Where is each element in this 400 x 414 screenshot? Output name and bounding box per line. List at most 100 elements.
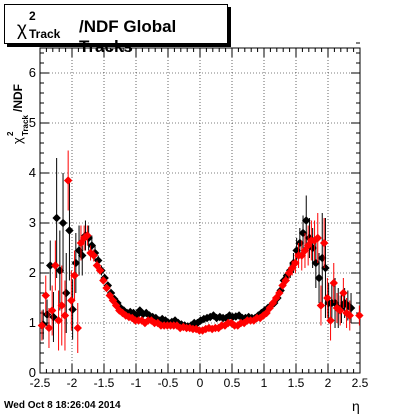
- x-tick-label: 2.5: [352, 376, 369, 390]
- data-point: [135, 306, 145, 315]
- y-tick-label: 1: [29, 315, 36, 330]
- y-tick-label: 6: [29, 65, 36, 80]
- data-point: [67, 296, 76, 305]
- data-point: [314, 273, 324, 283]
- x-tick-label: 1.5: [288, 376, 305, 390]
- data-point: [58, 218, 68, 228]
- title-subscript: Track: [29, 27, 61, 41]
- data-point: [339, 288, 348, 298]
- y-tick-label: 2: [29, 265, 36, 280]
- data-point: [302, 216, 311, 225]
- data-point: [193, 318, 202, 328]
- data-point: [321, 263, 330, 273]
- data-point: [310, 236, 319, 245]
- data-point: [60, 311, 70, 320]
- y-tick-label: 4: [29, 165, 36, 180]
- timestamp: Wed Oct 8 18:26:04 2014: [4, 400, 121, 411]
- data-point: [145, 311, 154, 320]
- x-tick-label: -1: [131, 376, 142, 390]
- data-point: [55, 266, 65, 275]
- y-axis-label: χ 2 Track /NDF: [6, 84, 30, 144]
- data-point: [316, 301, 326, 310]
- data-point: [78, 251, 87, 260]
- ylabel-superscript: 2: [6, 131, 15, 136]
- data-point: [83, 231, 92, 240]
- data-point: [70, 271, 79, 280]
- data-point: [86, 248, 95, 258]
- ylabel-chi: χ: [10, 137, 25, 144]
- data-point: [65, 226, 74, 235]
- x-tick-label: 1: [261, 376, 268, 390]
- data-point: [214, 323, 223, 333]
- ylabel-subscript: Track: [21, 115, 30, 136]
- data-point: [281, 276, 290, 285]
- data-point: [79, 233, 89, 243]
- data-point: [68, 305, 77, 314]
- data-point: [300, 246, 310, 255]
- ylabel-text: /NDF: [11, 84, 25, 112]
- x-tick-label: -2.5: [30, 376, 51, 390]
- data-point: [46, 261, 55, 270]
- data-point: [87, 241, 97, 250]
- data-point: [345, 311, 354, 320]
- data-point: [99, 276, 108, 285]
- data-point: [73, 323, 82, 333]
- data-point: [92, 261, 102, 270]
- x-tick-label: -0.5: [158, 376, 179, 390]
- axis-ticks: -2.5 -2 -1.5 -1 -0.5 0 0.5 1 1.5 2 2.5 0 1 2 3 4 5 6: [29, 42, 369, 390]
- data-point: [305, 233, 314, 243]
- data-point: [47, 306, 57, 315]
- data-point: [151, 313, 161, 323]
- data-point: [323, 293, 332, 303]
- x-tick-label: 2: [325, 376, 332, 390]
- data-point: [346, 303, 356, 313]
- data-point: [239, 318, 249, 328]
- y-tick-label: 3: [29, 215, 36, 230]
- data-point: [37, 321, 47, 330]
- x-tick-label: -2: [67, 376, 78, 390]
- data-point: [54, 316, 63, 325]
- data-point: [225, 311, 234, 320]
- data-point: [167, 317, 177, 327]
- series-1: [37, 150, 364, 353]
- title-chi-symbol: χ: [17, 19, 27, 40]
- data-point: [329, 278, 338, 288]
- data-point: [74, 246, 84, 255]
- data-point: [335, 306, 345, 315]
- x-tick-label: -1.5: [94, 376, 115, 390]
- data-point: [295, 238, 305, 248]
- data-point: [313, 233, 322, 243]
- data-markers: [37, 150, 364, 353]
- data-point: [41, 291, 50, 300]
- data-point: [44, 323, 54, 333]
- data-point: [57, 301, 66, 310]
- data-point: [161, 316, 170, 325]
- data-point: [129, 308, 138, 318]
- data-point: [291, 258, 300, 268]
- data-point: [71, 258, 81, 268]
- chart-title-box: χ 2 Track /NDF Global Tracks: [4, 4, 228, 56]
- data-point: [62, 288, 71, 298]
- data-point: [51, 261, 60, 270]
- data-point: [319, 238, 329, 248]
- data-point: [355, 311, 364, 320]
- title-superscript: 2: [29, 9, 36, 23]
- data-point: [95, 266, 105, 275]
- data-point: [89, 251, 98, 260]
- data-point: [63, 176, 73, 185]
- y-tick-label: 5: [29, 115, 36, 130]
- y-tick-label: 0: [29, 365, 36, 380]
- data-point: [326, 316, 335, 325]
- data-point: [52, 213, 61, 223]
- data-point: [191, 324, 201, 334]
- x-tick-label: 0: [197, 376, 204, 390]
- data-point: [198, 326, 207, 335]
- data-point: [275, 288, 284, 298]
- x-tick-label: 0.5: [224, 376, 241, 390]
- data-point: [102, 283, 111, 293]
- x-axis-label: η: [352, 398, 360, 414]
- data-point: [76, 238, 86, 248]
- data-point: [118, 308, 127, 318]
- data-point: [49, 312, 58, 322]
- title-text: /NDF Global Tracks: [79, 17, 177, 56]
